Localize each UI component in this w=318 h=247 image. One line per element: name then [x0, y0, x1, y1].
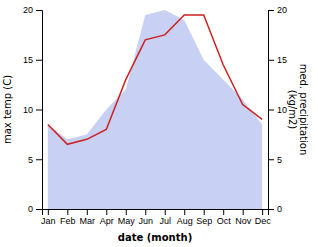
tick: Nov	[235, 209, 252, 226]
tick: Mar	[80, 209, 96, 226]
tick-mark	[106, 209, 107, 215]
tick-label: Sep	[196, 216, 212, 226]
plot: Jan Feb Mar Apr MayJun Jul AugSep OctNovDec 0 5 10…	[23, 5, 287, 226]
tick: Feb	[60, 209, 76, 226]
tick-mark	[165, 209, 166, 215]
tick-label: 15	[23, 55, 33, 65]
tick-mark	[268, 60, 274, 61]
tick-mark	[36, 159, 42, 160]
tick: 20	[268, 5, 287, 15]
tick: 0	[28, 204, 42, 214]
chart: Jan Feb Mar Apr MayJun Jul AugSep OctNovDec 0 5 10…	[0, 0, 318, 247]
y-axis: 0 5 10 15 20	[23, 5, 43, 214]
x-axis: Jan Feb Mar Apr MayJun Jul AugSep OctNovDec	[41, 209, 271, 226]
tick-mark	[67, 209, 68, 215]
tick: 15	[268, 55, 287, 65]
tick: 10	[268, 105, 287, 115]
tick: Oct	[217, 209, 232, 226]
y-axis-label: max temp (C)	[2, 75, 13, 144]
tick-label: 5	[28, 155, 33, 165]
tick-mark	[36, 209, 42, 210]
tick-label: 20	[23, 5, 33, 15]
tick: Jan	[41, 209, 56, 226]
tick-label: Jun	[139, 216, 154, 226]
tick-mark	[87, 209, 88, 215]
axis-line	[43, 210, 269, 216]
tick-label: 10	[23, 105, 33, 115]
y2-axis: 0 5 10 15 20	[268, 5, 287, 214]
tick-mark	[268, 209, 274, 210]
tick-mark	[268, 159, 274, 160]
tick-mark	[262, 209, 263, 215]
tick-mark	[204, 209, 205, 215]
tick-label: May	[118, 216, 136, 226]
tick-label: Aug	[177, 216, 193, 226]
tick-label: Mar	[80, 216, 96, 226]
tick-label: Oct	[217, 216, 232, 226]
tick-mark	[126, 209, 127, 215]
tick: Jun	[139, 209, 154, 226]
tick: Sep	[196, 209, 212, 226]
axis-line	[269, 11, 275, 210]
tick: 15	[23, 55, 42, 65]
tick-label: Dec	[255, 216, 272, 226]
tick: 5	[268, 155, 282, 165]
tick-mark	[36, 110, 42, 111]
tick: May	[118, 209, 136, 226]
tick-label: Apr	[100, 216, 114, 226]
tick: Aug	[177, 209, 193, 226]
tick-label: 20	[277, 5, 287, 15]
tick-label: Jan	[41, 216, 56, 226]
tick-mark	[268, 10, 274, 11]
tick-label: Feb	[60, 216, 76, 226]
tick: Apr	[100, 209, 114, 226]
line	[48, 15, 262, 144]
tick-label: Jul	[159, 216, 171, 226]
tick-label: 10	[277, 105, 287, 115]
marks	[48, 10, 262, 209]
tick: Dec	[255, 209, 272, 226]
axis-line	[36, 11, 43, 210]
tick-label: 15	[277, 55, 287, 65]
tick: 0	[268, 204, 282, 214]
tick-label: 0	[277, 204, 282, 214]
tick-mark	[36, 60, 42, 61]
x-axis-label: date (month)	[118, 232, 192, 243]
tick: Jul	[159, 209, 171, 226]
tick-mark	[243, 209, 244, 215]
tick-mark	[223, 209, 224, 215]
tick-mark	[184, 209, 185, 215]
tick-mark	[268, 110, 274, 111]
tick: 5	[28, 155, 42, 165]
tick-label: Nov	[235, 216, 252, 226]
tick-mark	[36, 10, 42, 11]
tick-label: 5	[277, 155, 282, 165]
tick-mark	[145, 209, 146, 215]
tick-label: 0	[28, 204, 33, 214]
area	[48, 10, 262, 209]
y2-axis-label: med. precipitation(kg/m2)	[287, 64, 309, 156]
tick: 20	[23, 5, 42, 15]
tick-mark	[48, 209, 49, 215]
tick: 10	[23, 105, 42, 115]
